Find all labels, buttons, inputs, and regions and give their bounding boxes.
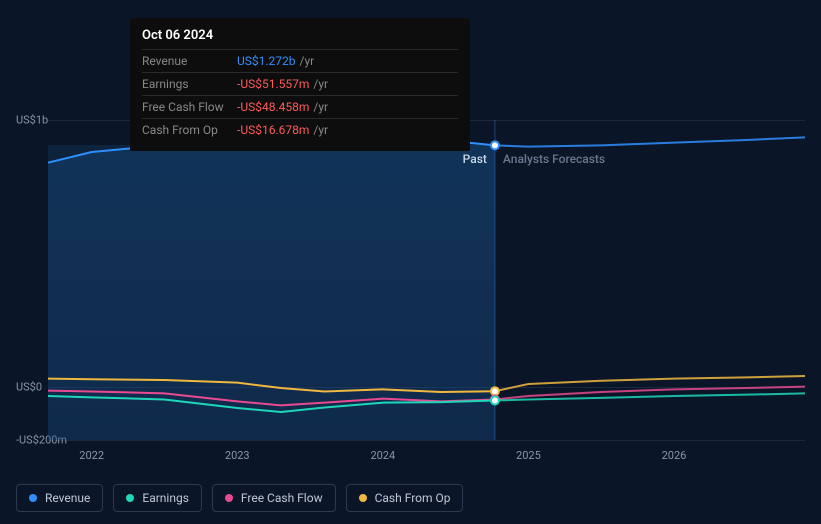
legend-label: Revenue <box>45 491 90 505</box>
series-line-revenue <box>495 137 805 146</box>
tooltip-row-suffix: /yr <box>313 77 328 91</box>
tooltip-row-value: -US$16.678m/yr <box>237 123 458 137</box>
tooltip-row: Cash From Op-US$16.678m/yr <box>142 118 458 141</box>
legend-item-earnings[interactable]: Earnings <box>113 484 202 512</box>
tooltip-row-suffix: /yr <box>300 54 315 68</box>
tooltip-row: RevenueUS$1.272b/yr <box>142 49 458 72</box>
tooltip-row-value: US$1.272b/yr <box>237 54 458 68</box>
tooltip-row-suffix: /yr <box>313 123 328 137</box>
marker-revenue <box>491 141 499 149</box>
legend: Revenue Earnings Free Cash Flow Cash From O… <box>16 484 463 512</box>
legend-label: Earnings <box>142 491 189 505</box>
legend-item-cash-from-op[interactable]: Cash From Op <box>346 484 464 512</box>
marker-earnings <box>491 397 499 405</box>
tooltip-row-label: Revenue <box>142 54 237 68</box>
tooltip-row-value: -US$48.458m/yr <box>237 100 458 114</box>
x-axis-label: 2026 <box>662 449 687 462</box>
y-axis-label: US$1b <box>16 114 48 127</box>
legend-label: Free Cash Flow <box>241 491 323 505</box>
grid-line <box>48 440 805 441</box>
x-axis-label: 2022 <box>79 449 104 462</box>
series-line-cash-from-op <box>495 376 805 391</box>
tooltip-row: Free Cash Flow-US$48.458m/yr <box>142 95 458 118</box>
legend-dot-icon <box>29 494 37 502</box>
tooltip-row-suffix: /yr <box>313 100 328 114</box>
x-axis-label: 2024 <box>370 449 395 462</box>
legend-item-free-cash-flow[interactable]: Free Cash Flow <box>212 484 336 512</box>
y-axis-label: US$0 <box>16 380 42 393</box>
tooltip-row-label: Free Cash Flow <box>142 100 237 114</box>
legend-dot-icon <box>225 494 233 502</box>
revenue-area <box>48 139 495 440</box>
tooltip-row: Earnings-US$51.557m/yr <box>142 72 458 95</box>
tooltip-row-label: Cash From Op <box>142 123 237 137</box>
legend-item-revenue[interactable]: Revenue <box>16 484 103 512</box>
tooltip: Oct 06 2024 RevenueUS$1.272b/yrEarnings-… <box>130 18 470 151</box>
legend-dot-icon <box>359 494 367 502</box>
tooltip-row-value: -US$51.557m/yr <box>237 77 458 91</box>
legend-dot-icon <box>126 494 134 502</box>
x-axis-label: 2025 <box>516 449 541 462</box>
tooltip-row-label: Earnings <box>142 77 237 91</box>
tooltip-date: Oct 06 2024 <box>142 28 458 43</box>
marker-cash-from-op <box>491 387 499 395</box>
chart-plot <box>48 120 805 440</box>
legend-label: Cash From Op <box>375 491 451 505</box>
chart: US$1bUS$0-US$200m Past Analysts Forecast… <box>16 120 805 440</box>
x-axis-label: 2023 <box>225 449 250 462</box>
